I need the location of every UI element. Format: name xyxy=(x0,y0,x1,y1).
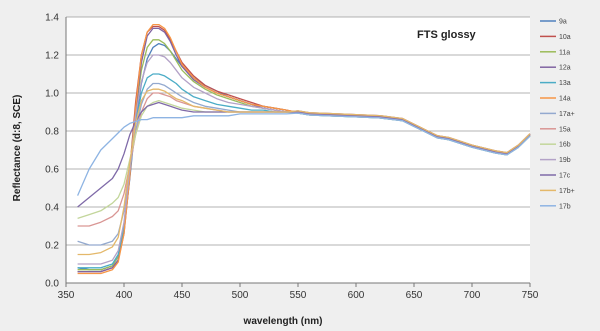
x-tick-label: 700 xyxy=(464,290,481,301)
y-axis-title: Reflectance (d:8, SCE) xyxy=(12,95,23,202)
legend-label: 14a xyxy=(559,96,571,103)
legend-label: 11a xyxy=(559,49,570,56)
plot-area xyxy=(66,17,530,283)
series-line-17b xyxy=(77,112,531,196)
legend-label: 13a xyxy=(559,80,571,87)
x-tick-label: 750 xyxy=(522,290,539,301)
y-tick-label: 1.4 xyxy=(45,13,59,24)
x-axis-title: wavelength (nm) xyxy=(243,316,323,327)
legend-label: 9a xyxy=(559,19,567,26)
series-line-17bplus xyxy=(77,88,531,256)
gridlines xyxy=(66,16,530,284)
legend-label: 17b+ xyxy=(559,188,575,195)
y-tick-label: 0.0 xyxy=(45,279,59,290)
x-tick-label: 650 xyxy=(406,290,423,301)
legend-label: 19b xyxy=(559,157,571,164)
x-tick-label: 600 xyxy=(348,290,365,301)
y-tick-label: 0.2 xyxy=(45,241,59,252)
legend-label: 10a xyxy=(559,34,571,41)
x-tick-label: 500 xyxy=(232,290,249,301)
legend-label: 16b xyxy=(559,142,571,149)
x-tick-label: 550 xyxy=(290,290,307,301)
x-tick-label: 400 xyxy=(116,290,133,301)
legend: 9a 10a 11a 12a 13a 14a 17a+ 15a 16b 19b 17c 17b+ 17b xyxy=(540,19,575,210)
legend-label: 15a xyxy=(559,126,571,133)
chart-title: FTS glossy xyxy=(417,29,477,41)
y-tick-label: 1.2 xyxy=(45,51,59,62)
y-tick-label: 0.8 xyxy=(45,127,59,138)
axes: 0.0 0.2 0.4 0.6 0.8 1.0 1.2 1.4 350 400 450 500 550 6… xyxy=(45,13,539,302)
legend-label: 12a xyxy=(559,65,571,72)
y-tick-label: 0.6 xyxy=(45,165,59,176)
y-tick-label: 1.0 xyxy=(45,89,59,100)
y-tick-label: 0.4 xyxy=(45,203,59,214)
legend-label: 17b xyxy=(559,203,571,210)
x-tick-label: 350 xyxy=(58,290,75,301)
legend-label: 17a+ xyxy=(559,111,575,118)
legend-label: 17c xyxy=(559,173,571,180)
x-tick-label: 450 xyxy=(174,290,191,301)
series-lines xyxy=(77,23,531,275)
